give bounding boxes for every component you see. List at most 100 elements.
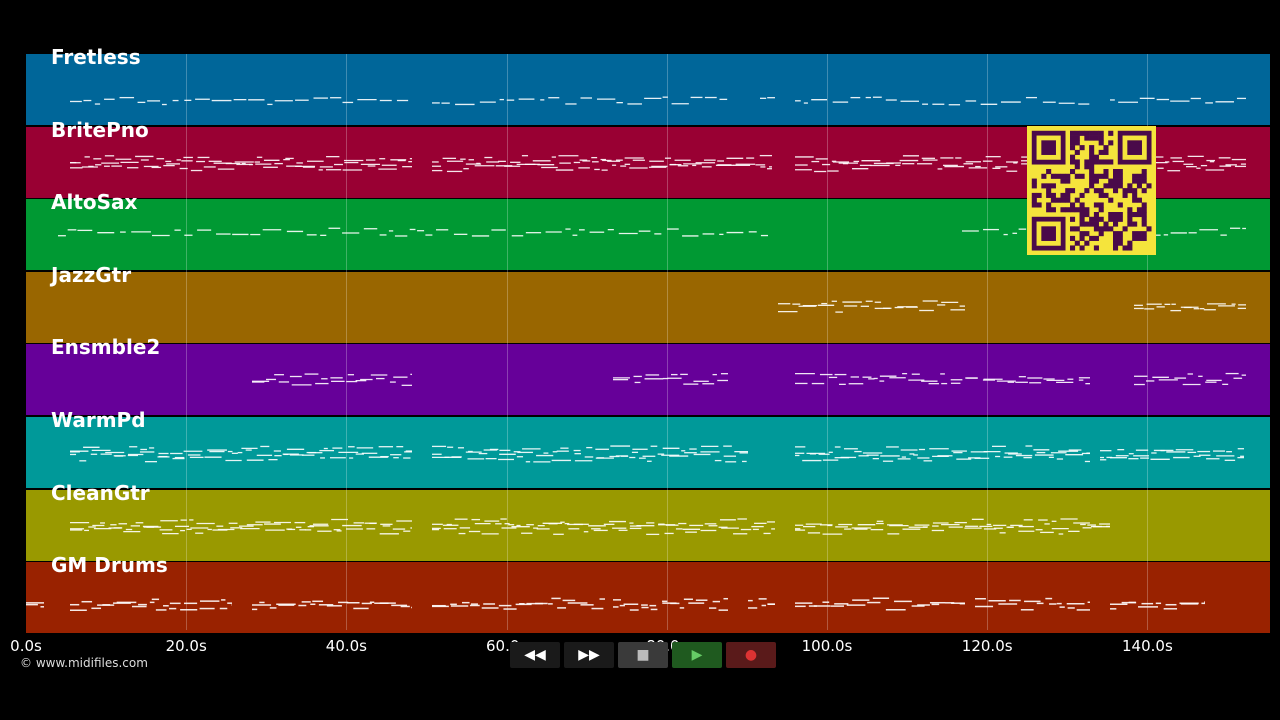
qr-module: [1093, 235, 1099, 241]
qr-module: [1070, 245, 1076, 251]
qr-module: [1103, 192, 1109, 198]
qr-module: [1046, 207, 1052, 213]
qr-module: [1079, 202, 1085, 208]
qr-module: [1108, 226, 1114, 232]
qr-module: [1136, 178, 1142, 184]
qr-module: [1084, 130, 1090, 136]
rewind-icon: ◀◀: [524, 647, 546, 663]
qr-module: [1074, 164, 1080, 170]
qr-module: [1093, 154, 1099, 160]
time-tick-label: 120.0s: [961, 637, 1013, 655]
qr-module: [1079, 145, 1085, 151]
qr-module: [1079, 192, 1085, 198]
qr-module: [1098, 135, 1104, 141]
qr-module: [1103, 226, 1109, 232]
qr-module: [1060, 197, 1066, 203]
qr-module: [1136, 183, 1142, 189]
qr-module: [1084, 164, 1090, 170]
qr-module: [1084, 221, 1090, 227]
qr-module: [1136, 231, 1142, 237]
qr-module: [1093, 216, 1099, 222]
qr-module: [1103, 159, 1109, 165]
qr-module: [1141, 169, 1147, 175]
qr-module: [1098, 231, 1104, 237]
qr-module: [1089, 235, 1095, 241]
qr-module: [1136, 212, 1142, 218]
qr-module: [1046, 188, 1052, 194]
qr-module: [1050, 192, 1056, 198]
qr-module: [1070, 188, 1076, 194]
qr-module: [1098, 202, 1104, 208]
qr-module: [1079, 221, 1085, 227]
qr-module: [1079, 235, 1085, 241]
qr-module: [1141, 216, 1147, 222]
qr-module: [1093, 159, 1099, 165]
qr-module: [1093, 188, 1099, 194]
qr-module: [1136, 197, 1142, 203]
qr-module: [1031, 178, 1037, 184]
qr-module: [1098, 130, 1104, 136]
track-name: Ensmble2: [51, 335, 161, 360]
qr-module: [1089, 154, 1095, 160]
qr-module: [1108, 183, 1114, 189]
qr-module: [1084, 188, 1090, 194]
qr-module: [1117, 231, 1123, 237]
rewind-button[interactable]: ◀◀: [510, 642, 560, 668]
qr-module: [1079, 245, 1085, 251]
qr-module: [1036, 192, 1042, 198]
qr-module: [1103, 169, 1109, 175]
play-button[interactable]: ▶: [672, 642, 722, 668]
track-lane: Fretless: [26, 45, 1270, 125]
fast-forward-icon: ▶▶: [578, 647, 600, 663]
qr-module: [1079, 207, 1085, 213]
qr-module: [1103, 173, 1109, 179]
qr-module: [1070, 235, 1076, 241]
stop-button[interactable]: ■: [618, 642, 668, 668]
qr-module: [1103, 221, 1109, 227]
qr-module: [1132, 197, 1138, 203]
qr-module: [1146, 226, 1152, 232]
qr-module: [1089, 130, 1095, 136]
qr-module: [1079, 231, 1085, 237]
qr-module: [1132, 231, 1138, 237]
qr-module: [1136, 173, 1142, 179]
qr-module: [1065, 207, 1071, 213]
qr-module: [1074, 240, 1080, 246]
time-tick-label: 100.0s: [801, 637, 853, 655]
qr-module: [1108, 197, 1114, 203]
qr-module: [1117, 173, 1123, 179]
gridline: [987, 54, 989, 630]
record-icon: ●: [744, 647, 758, 663]
play-icon: ▶: [691, 647, 703, 663]
qr-module: [1108, 130, 1114, 136]
qr-module: [1113, 188, 1119, 194]
qr-module: [1089, 221, 1095, 227]
qr-module: [1070, 145, 1076, 151]
qr-module: [1141, 207, 1147, 213]
qr-module: [1084, 231, 1090, 237]
qr-module: [1093, 221, 1099, 227]
qr-module: [1031, 192, 1037, 198]
qr-module: [1132, 178, 1138, 184]
qr-module: [1113, 245, 1119, 251]
qr-finder: [1041, 140, 1056, 155]
qr-module: [1093, 202, 1099, 208]
qr-module: [1089, 178, 1095, 184]
qr-module: [1089, 216, 1095, 222]
qr-module: [1132, 173, 1138, 179]
qr-module: [1041, 183, 1047, 189]
record-button[interactable]: ●: [726, 642, 776, 668]
qr-module: [1070, 226, 1076, 232]
fast-forward-button[interactable]: ▶▶: [564, 642, 614, 668]
qr-module: [1127, 183, 1133, 189]
qr-finder: [1127, 140, 1142, 155]
qr-code: [1027, 126, 1156, 255]
qr-module: [1132, 188, 1138, 194]
qr-module: [1079, 216, 1085, 222]
qr-module: [1031, 202, 1037, 208]
qr-module: [1141, 221, 1147, 227]
qr-module: [1074, 226, 1080, 232]
qr-module: [1113, 173, 1119, 179]
